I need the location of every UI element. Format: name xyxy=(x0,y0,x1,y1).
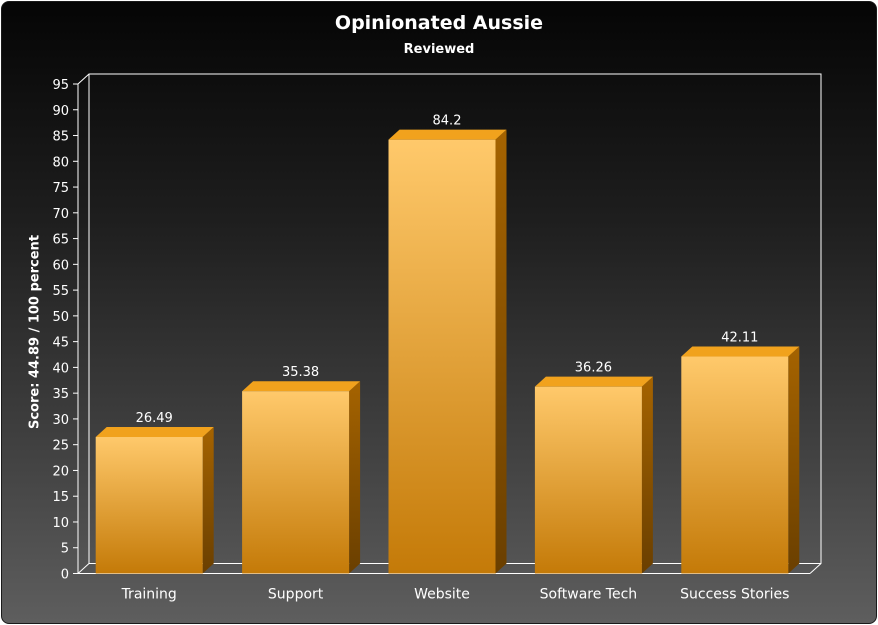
floor-left-edge xyxy=(77,563,90,574)
x-tick-label: Support xyxy=(268,587,324,603)
x-tick-label: Success Stories xyxy=(680,587,789,603)
y-tick-label: 40 xyxy=(52,361,69,376)
y-tick-label: 55 xyxy=(52,284,69,299)
bar-side xyxy=(349,381,361,574)
y-tick-label: 65 xyxy=(52,233,69,248)
y-tick-label: 60 xyxy=(52,258,69,273)
y-tick-label: 70 xyxy=(52,207,69,222)
y-tick-label: 25 xyxy=(52,439,69,454)
chart-title: Opinionated Aussie xyxy=(334,12,544,34)
bar-training xyxy=(95,437,203,574)
y-tick-label: 35 xyxy=(52,387,69,402)
bar-side xyxy=(495,129,507,574)
y-tick-label: 80 xyxy=(52,155,69,170)
bar-side xyxy=(788,346,800,574)
y-tick-label: 10 xyxy=(52,516,69,531)
data-label: 84.2 xyxy=(433,114,462,129)
chart-subtitle: Reviewed xyxy=(403,42,475,57)
data-label: 35.38 xyxy=(282,365,319,380)
bar-top xyxy=(681,346,800,357)
y-tick-label: 5 xyxy=(61,542,69,557)
y-tick-label: 30 xyxy=(52,413,69,428)
bar-side xyxy=(641,376,653,574)
y-tick-label: 90 xyxy=(52,104,69,119)
y-tick-label: 15 xyxy=(52,490,69,505)
bar-side xyxy=(202,427,214,574)
y-tick-label: 95 xyxy=(52,78,69,93)
bar-support xyxy=(242,391,350,574)
bar-top xyxy=(242,381,361,392)
y-tick-label: 50 xyxy=(52,310,69,325)
bar-top xyxy=(388,129,507,140)
y-tick-label: 75 xyxy=(52,181,69,196)
bar-top xyxy=(534,376,653,387)
bar-software-tech xyxy=(534,386,642,574)
x-tick-label: Software Tech xyxy=(540,587,638,603)
y-tick-label: 45 xyxy=(52,336,69,351)
bar-top xyxy=(95,427,214,438)
data-label: 42.11 xyxy=(721,331,758,346)
x-tick-label: Website xyxy=(414,587,470,603)
data-label: 36.26 xyxy=(575,361,612,376)
bar-success-stories xyxy=(681,356,789,574)
data-label: 26.49 xyxy=(136,411,173,426)
y-tick-label: 20 xyxy=(52,464,69,479)
bar-website xyxy=(388,139,496,574)
y-tick-label: 85 xyxy=(52,130,69,145)
y-tick-label: 0 xyxy=(61,568,69,583)
plot-frame xyxy=(77,73,822,574)
x-tick-label: Training xyxy=(121,587,177,603)
